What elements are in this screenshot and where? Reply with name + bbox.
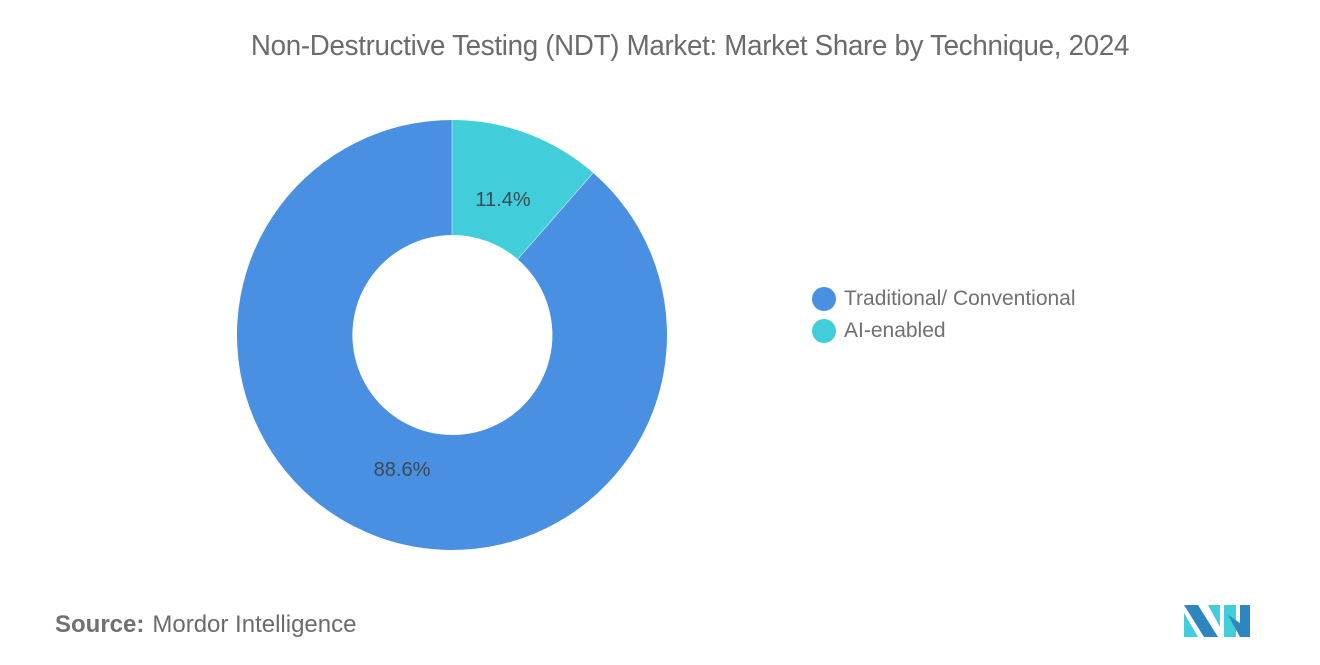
source-attribution: Source: Mordor Intelligence — [55, 611, 356, 639]
chart-legend: Traditional/ Conventional AI-enabled — [812, 283, 1076, 347]
source-label: Source: — [55, 611, 145, 638]
data-label-ai-enabled: 11.4% — [475, 189, 530, 211]
chart-title: Non-Destructive Testing (NDT) Market: Ma… — [250, 30, 1130, 62]
data-label-traditional: 88.6% — [374, 459, 431, 481]
donut-slice-ai-enabled[interactable] — [452, 120, 594, 260]
legend-item-traditional[interactable]: Traditional/ Conventional — [812, 283, 1076, 315]
slice-divider — [517, 172, 594, 260]
mordor-intelligence-logo-icon — [1184, 605, 1250, 637]
legend-swatch-ai-enabled-icon — [812, 319, 836, 343]
legend-swatch-traditional-icon — [812, 287, 836, 311]
legend-item-ai-enabled[interactable]: AI-enabled — [812, 315, 1076, 347]
donut-slice-traditional[interactable] — [236, 120, 667, 550]
source-value: Mordor Intelligence — [152, 611, 357, 638]
legend-label: AI-enabled — [844, 319, 946, 342]
legend-label: Traditional/ Conventional — [844, 287, 1076, 310]
